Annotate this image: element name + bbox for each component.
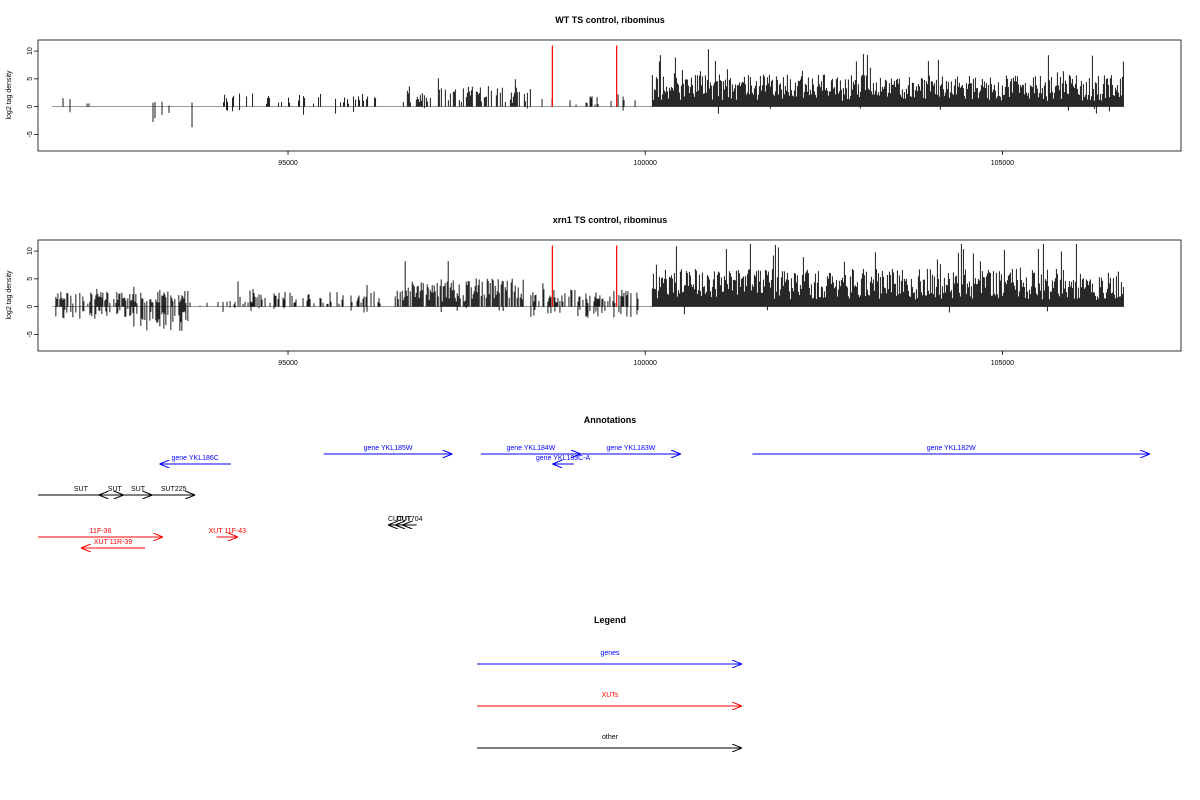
feature-label: CUT bbox=[397, 516, 412, 523]
axis-ticks: 95000 100000 105000 -5 0 5 10 bbox=[27, 247, 1014, 367]
y-axis-label: log2 tag density bbox=[6, 70, 13, 120]
x-tick-label: 95000 bbox=[278, 160, 298, 167]
y-tick-label: -5 bbox=[27, 131, 34, 137]
axis-ticks: 95000 100000 105000 -5 0 5 10 bbox=[27, 47, 1014, 167]
feature-label: gene YKL182W bbox=[927, 445, 976, 452]
x-tick-label: 100000 bbox=[634, 360, 657, 367]
legend-entries: genes XUTs other bbox=[477, 650, 742, 748]
feature-label: gene YKL183W bbox=[606, 445, 655, 452]
y-tick-label: 0 bbox=[27, 305, 34, 309]
plot-frame bbox=[37, 39, 1182, 152]
y-tick-label: -5 bbox=[27, 331, 34, 337]
x-tick-label: 105000 bbox=[991, 360, 1014, 367]
y-axis-label: log2 tag density bbox=[6, 270, 13, 320]
feature-label: gene YKL185W bbox=[364, 445, 413, 452]
y-tick-label: 5 bbox=[27, 77, 34, 81]
panel-title: xrn1 TS control, ribominus bbox=[553, 215, 668, 225]
feature-label: gene YKL186C bbox=[171, 455, 218, 462]
y-tick-label: 10 bbox=[27, 47, 34, 55]
annotations-title: Annotations bbox=[584, 415, 637, 425]
feature-label: XUT 11F-43 bbox=[209, 528, 247, 535]
x-tick-label: 100000 bbox=[634, 160, 657, 167]
feature-label: SUT bbox=[108, 486, 123, 493]
feature-label: 11F-36 bbox=[90, 528, 112, 535]
feature-label: SUT bbox=[74, 486, 89, 493]
feature-label: CUT704 bbox=[396, 516, 422, 523]
feature-label: SUT225 bbox=[161, 486, 187, 493]
panel-title: WT TS control, ribominus bbox=[555, 15, 665, 25]
feature-label: XUT 11R-39 bbox=[94, 539, 132, 546]
signal-bars bbox=[52, 49, 1124, 128]
highlight-bars bbox=[551, 45, 618, 107]
legend-title: Legend bbox=[594, 615, 626, 625]
annotation-features: gene YKL186C gene YKL185W gene YKL184W gene… bbox=[38, 445, 1150, 548]
legend-panel: Legend genes XUTs other bbox=[477, 615, 742, 748]
y-tick-label: 10 bbox=[27, 247, 34, 255]
x-tick-label: 95000 bbox=[278, 360, 298, 367]
feature-label: gene YKL183C-A bbox=[536, 455, 591, 462]
wt-density-panel: WT TS control, ribominus log2 tag densit… bbox=[6, 15, 1182, 167]
xrn1-density-panel: xrn1 TS control, ribominus log2 tag dens… bbox=[6, 215, 1182, 367]
feature-label: gene YKL184W bbox=[506, 445, 555, 452]
x-tick-label: 105000 bbox=[991, 160, 1014, 167]
signal-bars bbox=[52, 243, 1124, 331]
y-tick-label: 0 bbox=[27, 105, 34, 109]
highlight-bars bbox=[551, 245, 618, 307]
feature-label: CUT bbox=[388, 516, 403, 523]
legend-label: other bbox=[602, 734, 619, 741]
y-tick-label: 5 bbox=[27, 277, 34, 281]
plot-frame bbox=[37, 239, 1182, 352]
feature-label: SUT bbox=[131, 486, 146, 493]
legend-label: genes bbox=[600, 650, 620, 657]
legend-label: XUTs bbox=[602, 692, 619, 699]
